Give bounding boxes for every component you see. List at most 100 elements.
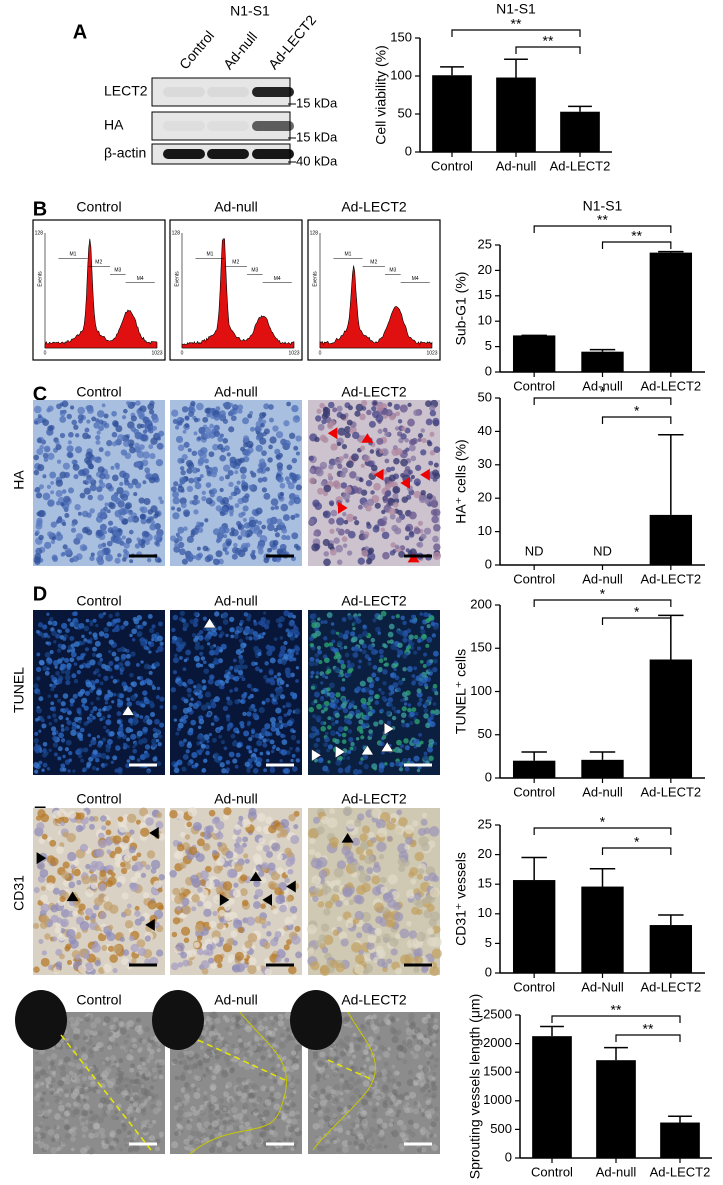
cell [62,831,68,837]
cell [65,675,71,681]
cell [105,554,113,562]
cell [117,553,121,557]
cell [396,710,400,714]
cell [34,556,41,563]
gate-label: M4 [274,276,281,282]
cell [271,1098,275,1102]
cell [275,532,280,537]
cell [256,864,263,871]
cell [126,1026,130,1030]
cell [422,813,427,818]
cell [243,505,249,511]
cell [238,1038,243,1043]
cell [331,622,335,626]
cell [388,685,394,691]
cell [188,411,194,417]
cell [97,550,105,558]
cell [319,403,325,409]
cell [56,480,63,487]
cell [52,1071,56,1075]
cell [269,1130,274,1135]
cell [109,954,118,963]
cell [258,1012,265,1019]
cell [271,842,280,851]
cell [323,558,331,566]
cell [34,470,40,476]
cell [50,1065,56,1071]
cell [104,633,109,638]
cell [147,850,155,858]
cell [284,944,290,950]
cell [219,476,224,481]
cell [419,698,423,702]
cell [105,451,111,457]
cell [50,857,59,866]
cell [90,702,93,705]
cell [96,530,102,536]
blot-marker: 15 kDa [296,95,338,110]
cell [241,474,247,480]
cell [383,428,388,433]
cell [195,636,199,640]
cell [57,699,61,703]
cell [235,952,244,961]
cell [242,712,246,716]
cell [359,833,367,841]
cell [402,667,406,671]
cell [99,870,106,877]
cell [210,645,215,650]
cell [385,409,392,416]
cell [402,496,409,503]
cell [366,558,372,564]
cell [386,920,394,928]
cell [173,419,178,424]
cell [216,857,225,866]
cell [129,634,132,637]
cell [329,682,335,688]
cell [360,698,366,704]
cell [121,494,128,501]
cell [245,1025,252,1032]
cell [171,628,175,632]
cell [342,678,345,681]
cell [417,702,422,707]
cell [263,845,270,852]
cell [354,646,360,652]
cell [60,708,64,712]
cell [316,704,322,710]
cell [367,499,374,506]
cell [119,482,123,486]
cell [75,1063,81,1069]
cell [215,406,220,411]
cell [409,511,417,519]
cell [54,1093,59,1098]
cell [270,717,276,723]
cell [203,909,211,917]
cell [421,677,427,683]
cell [405,837,413,845]
cell [432,536,439,543]
cell [96,690,102,696]
cell [172,1059,177,1064]
cell [37,1109,43,1115]
cell [315,675,318,678]
cell [380,877,386,883]
cell [135,919,142,926]
cell [209,1147,215,1153]
cell [309,849,316,856]
cell [363,764,368,769]
cell [194,612,199,617]
cell [61,670,65,674]
cell [117,720,121,724]
cell [185,650,191,656]
cell [324,620,328,624]
cell [125,1096,130,1101]
cell [282,659,287,664]
cell [95,418,99,422]
cell [370,449,375,454]
cell [45,641,48,644]
cell [73,1101,78,1106]
cell [309,519,315,525]
cell [250,470,254,474]
cell [274,1092,281,1099]
